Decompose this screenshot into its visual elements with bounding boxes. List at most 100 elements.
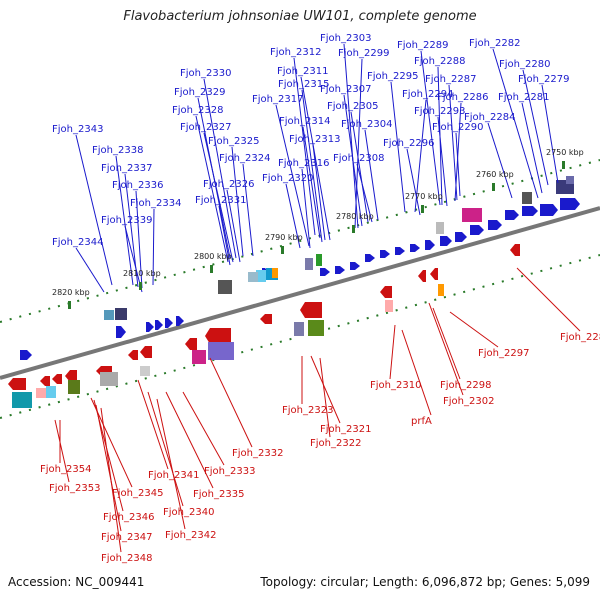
forward-gene-label: Fjoh_2280	[499, 59, 550, 70]
reverse-gene-label: Fjoh_2335	[193, 489, 244, 500]
reverse-gene-arrow	[260, 314, 272, 324]
feature-block	[436, 222, 444, 234]
forward-label-leader	[152, 208, 155, 286]
forward-label-leader	[115, 155, 134, 286]
forward-gene-label: Fjoh_2329	[174, 87, 225, 98]
forward-label-leader	[300, 76, 331, 241]
forward-gene-label: Fjoh_2320	[262, 173, 313, 184]
forward-gene-label: Fjoh_2313	[289, 134, 340, 145]
position-tick-label: 2790 kbp	[265, 233, 303, 242]
forward-gene-label: Fjoh_2308	[333, 153, 384, 164]
position-tick-label: 2810 kbp	[123, 269, 161, 278]
reverse-gene-arrow	[430, 268, 438, 280]
forward-gene-label: Fjoh_2295	[367, 71, 418, 82]
forward-label-leader	[302, 126, 321, 239]
forward-gene-arrow	[320, 268, 330, 276]
forward-gene-label: Fjoh_2330	[180, 68, 231, 79]
forward-gene-label: Fjoh_2293	[414, 106, 465, 117]
reverse-gene-label: prfA	[411, 416, 432, 427]
reverse-gene-label: Fjoh_2332	[232, 448, 283, 459]
forward-gene-label: Fjoh_2307	[320, 84, 371, 95]
forward-gene-label: Fjoh_2288	[414, 56, 465, 67]
reverse-label-leader	[137, 379, 169, 470]
forward-gene-arrow	[470, 225, 484, 235]
track-guides	[0, 159, 600, 419]
reverse-gene-label: Fjoh_2347	[101, 532, 152, 543]
position-tick-mark	[562, 161, 565, 169]
feature-block	[308, 320, 324, 336]
forward-label-leader	[406, 148, 421, 216]
feature-block	[248, 272, 258, 282]
position-tick-mark	[210, 265, 213, 273]
feature-block	[566, 176, 574, 184]
feature-block	[100, 372, 118, 386]
position-tick-mark	[421, 205, 424, 213]
position-tick-label: 2770 kbp	[405, 192, 443, 201]
reverse-label-leader	[54, 419, 70, 483]
reverse-gene-arrow	[300, 302, 322, 318]
forward-gene-arrow	[176, 316, 184, 326]
forward-label-leader	[522, 69, 549, 186]
position-tick-label: 2760 kbp	[476, 170, 514, 179]
forward-gene-arrow	[380, 250, 390, 258]
forward-gene-arrow	[365, 254, 375, 262]
feature-block	[385, 300, 393, 312]
feature-block	[522, 192, 532, 204]
feature-block	[298, 336, 308, 346]
forward-gene-label: Fjoh_2334	[130, 198, 181, 209]
forward-gene-arrow	[425, 240, 435, 250]
reverse-gene-arrow	[205, 328, 231, 344]
reverse-gene-label: Fjoh_2310	[370, 380, 421, 391]
reverse-gene-label: Fjoh_2342	[165, 530, 216, 541]
forward-gene-label: Fjoh_2336	[112, 180, 163, 191]
forward-label-leader	[350, 111, 369, 223]
position-tick-mark	[352, 225, 355, 233]
forward-gene-label: Fjoh_2328	[172, 105, 223, 116]
reverse-gene-label: Fjoh_2322	[310, 438, 361, 449]
feature-block	[208, 342, 234, 360]
forward-label-leader	[354, 58, 363, 229]
reverse-labels: Fjoh_2285 Fjoh_2297 Fjoh_2310 Fjoh_2298 Fjoh…	[40, 267, 600, 564]
reverse-label-leader	[310, 355, 341, 424]
forward-labels: Fjoh_2303 Fjoh_2312 Fjoh_2299 Fjoh_2289 Fjoh…	[52, 33, 569, 293]
forward-label-leader	[203, 132, 234, 263]
forward-label-leader	[343, 43, 359, 229]
upper-outer-guide	[0, 159, 600, 323]
genome-summary-text: Topology: circular; Length: 6,096,872 bp…	[260, 575, 590, 589]
forward-gene-label: Fjoh_2316	[278, 158, 329, 169]
position-tick-mark	[281, 246, 284, 254]
reverse-gene-label: Fjoh_2345	[112, 488, 163, 499]
forward-label-leader	[448, 84, 458, 201]
forward-gene-arrow	[395, 247, 405, 255]
forward-gene-arrow	[522, 206, 538, 216]
feature-block	[192, 350, 206, 364]
forward-label-leader	[195, 115, 229, 263]
forward-label-leader	[231, 146, 244, 257]
forward-gene-label: Fjoh_2284	[464, 112, 515, 123]
forward-gene-label: Fjoh_2296	[383, 138, 434, 149]
forward-gene-label: Fjoh_2281	[498, 92, 549, 103]
reverse-label-leader	[401, 329, 432, 416]
forward-label-leader	[487, 122, 513, 199]
reverse-label-leader	[389, 324, 396, 380]
forward-label-leader	[275, 104, 310, 247]
feature-block	[218, 280, 232, 294]
feature-block	[272, 268, 278, 278]
forward-gene-label: Fjoh_2287	[425, 74, 476, 85]
forward-gene-label: Fjoh_2314	[279, 116, 330, 127]
reverse-gene-arrow	[418, 270, 426, 282]
reverse-label-leader	[100, 407, 122, 553]
reverse-gene-label: Fjoh_2340	[163, 507, 214, 518]
reverse-gene-arrow	[128, 350, 138, 360]
reverse-gene-label: Fjoh_2346	[103, 512, 154, 523]
forward-gene-arrow	[488, 220, 502, 230]
forward-label-leader	[312, 144, 326, 241]
forward-label-leader	[414, 99, 427, 213]
forward-label-leader	[364, 129, 379, 221]
tick-labels: 2750 kbp 2760 kbp 2770 kbp 2780 kbp 2790 kbp…	[52, 148, 584, 309]
genome-backbone	[0, 206, 600, 380]
forward-gene-label: Fjoh_2303	[320, 33, 371, 44]
forward-gene-label: Fjoh_2317	[252, 94, 303, 105]
reverse-label-leader	[182, 391, 225, 466]
feature-block	[256, 270, 266, 282]
